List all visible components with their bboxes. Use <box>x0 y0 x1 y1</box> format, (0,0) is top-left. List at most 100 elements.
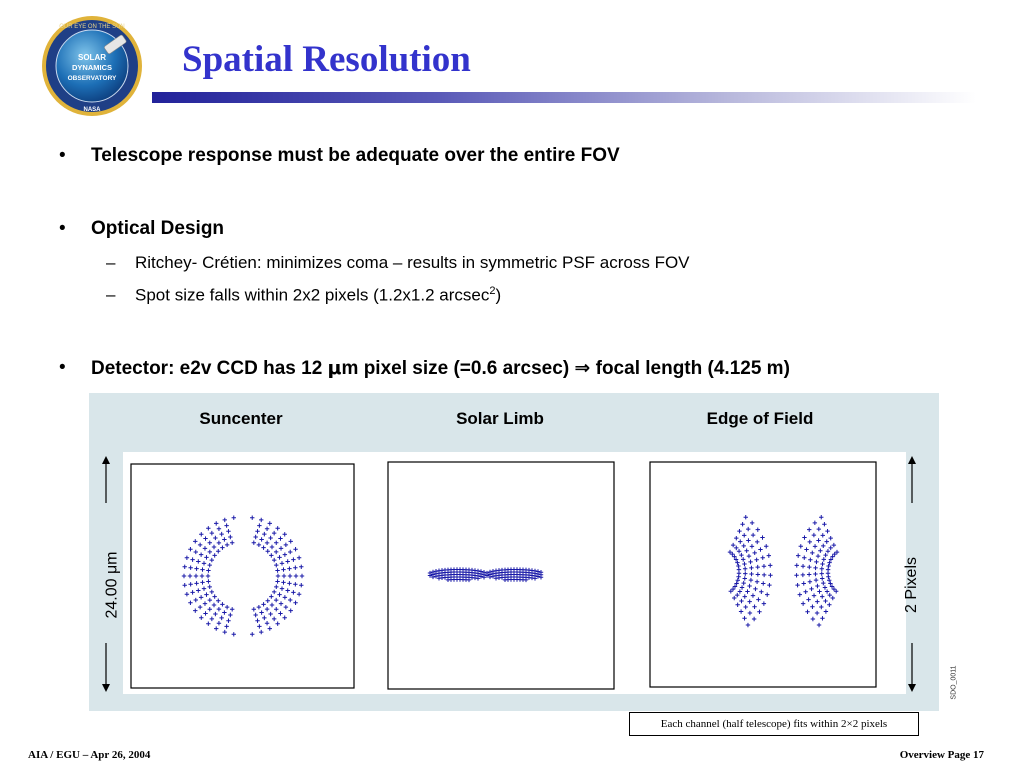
spot-mark <box>277 555 282 560</box>
spot-mark <box>206 526 211 531</box>
spot-mark <box>803 589 808 594</box>
spot-mark <box>819 571 824 576</box>
spot-mark <box>287 566 292 571</box>
spot-mark <box>735 602 740 607</box>
spot-mark <box>821 557 827 562</box>
spot-mark <box>754 579 760 585</box>
spot-mark <box>752 550 757 556</box>
spot-mark <box>278 601 284 606</box>
spot-mark <box>818 548 823 553</box>
spot-mark <box>187 573 193 579</box>
spot-mark <box>275 621 280 626</box>
spot-mark <box>800 601 806 606</box>
spot-mark <box>523 577 529 583</box>
spot-mark <box>766 553 772 558</box>
spot-mark <box>822 585 828 590</box>
spot-mark <box>273 597 279 603</box>
spot-mark <box>206 568 211 573</box>
spot-mark <box>814 559 819 565</box>
sub-bullet-dash: – <box>106 253 116 272</box>
spot-mark <box>811 593 817 598</box>
spot-mark <box>213 535 218 541</box>
spot-mark <box>478 574 484 579</box>
spot-mark <box>275 526 280 531</box>
spot-mark <box>738 609 744 614</box>
sub-bullet-text: Ritchey- Crétien: minimizes coma – resul… <box>135 253 690 272</box>
spot-mark <box>816 622 822 628</box>
spot-mark <box>730 586 736 592</box>
spot-mark <box>815 599 820 604</box>
spot-mark <box>231 632 236 637</box>
spot-mark <box>259 517 264 523</box>
spot-mark <box>821 580 826 586</box>
implies-arrow: ⇒ <box>574 357 591 379</box>
spot-mark <box>271 616 277 622</box>
spot-mark <box>819 515 824 520</box>
spot-mark <box>816 538 821 543</box>
spot-mark <box>743 571 748 576</box>
spot-mark <box>274 540 279 545</box>
spot-mark <box>267 521 272 526</box>
spot-mark <box>750 593 756 598</box>
spot-mark <box>197 542 203 548</box>
spot-mark <box>831 586 837 592</box>
right-dimension-label: 2 Pixels <box>903 556 920 614</box>
spot-mark <box>202 546 208 551</box>
spot-mark <box>749 544 755 549</box>
spot-mark <box>296 592 302 597</box>
spot-mark <box>807 527 812 532</box>
spot-mark <box>259 537 264 542</box>
spot-mark <box>815 553 821 559</box>
spot-mark <box>761 564 767 569</box>
spot-mark <box>727 549 733 555</box>
title-underline <box>152 92 976 103</box>
spot-mark <box>184 592 190 597</box>
sub-bullet-text: Spot size falls within 2x2 pixels (1.2x1… <box>135 285 490 305</box>
spot-mark <box>288 549 293 555</box>
spot-mark <box>265 549 270 554</box>
spot-mark <box>831 542 837 548</box>
spot-mark <box>188 547 193 552</box>
spot-mark <box>275 568 280 573</box>
spot-mark <box>532 576 538 581</box>
spot-mark <box>193 597 198 603</box>
spot-mark <box>188 582 193 587</box>
spot-mark <box>816 526 822 532</box>
spot-mark <box>810 616 816 622</box>
bullet-telescope-response: • Telescope response must be adequate ov… <box>59 145 620 167</box>
spot-mark <box>820 533 825 538</box>
spot-mark <box>201 586 207 591</box>
spot-mark <box>834 549 840 555</box>
spot-mark <box>810 550 815 556</box>
spot-mark <box>222 629 227 635</box>
label-edge-of-field: Edge of Field <box>706 409 814 428</box>
spot-mark <box>265 598 270 603</box>
spot-mark <box>216 606 222 612</box>
left-dimension-label: 24.00 μm <box>104 551 121 619</box>
spot-mark <box>269 602 275 608</box>
spot-mark <box>743 515 748 520</box>
spot-mark <box>207 562 212 568</box>
spot-mark <box>257 523 262 528</box>
spot-mark <box>800 564 806 569</box>
spot-mark <box>810 604 815 609</box>
spot-mark <box>216 598 221 603</box>
spot-mark <box>484 573 490 578</box>
spot-mark <box>734 535 739 541</box>
spot-mark <box>193 608 198 613</box>
bullet-dot: • <box>59 145 66 166</box>
svg-text:DYNAMICS: DYNAMICS <box>72 63 112 72</box>
sdo-logo: OUR EYE ON THE SUN SOLAR DYNAMICS OBSERV… <box>40 14 144 118</box>
spot-mark <box>261 545 266 550</box>
spot-mark <box>734 545 739 551</box>
spot-mark <box>271 589 277 595</box>
spot-mark <box>282 615 287 620</box>
spot-mark <box>755 527 760 532</box>
spot-mark <box>820 561 825 567</box>
spot-mark <box>214 626 219 631</box>
spot-mark <box>193 549 198 555</box>
spot-mark <box>742 616 747 621</box>
footer-page-number: Overview Page 17 <box>899 749 984 761</box>
spot-mark <box>739 598 744 604</box>
spot-mark <box>825 549 831 554</box>
